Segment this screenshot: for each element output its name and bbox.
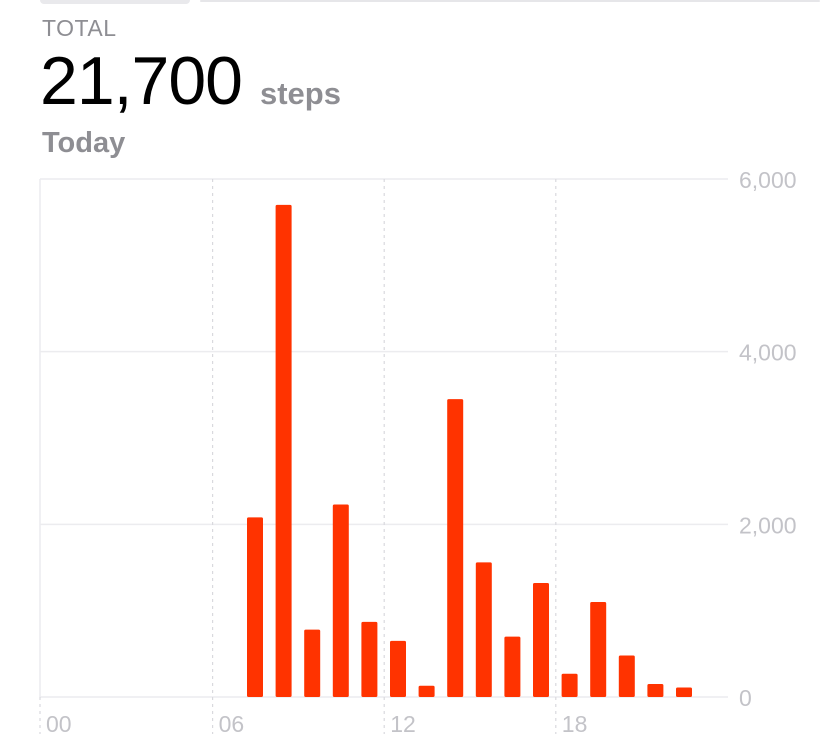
bar-hour-16	[504, 636, 521, 697]
steps-unit: steps	[259, 76, 341, 111]
x-tick-label: 06	[219, 711, 245, 734]
bar-hour-18	[561, 673, 578, 697]
bar-hour-11	[361, 621, 378, 697]
period-label: Today	[42, 127, 126, 159]
bar-hour-08	[275, 204, 292, 697]
x-tick-label: 12	[390, 711, 416, 734]
bar-hour-21	[647, 684, 664, 697]
x-tick-label: 00	[46, 711, 72, 734]
y-tick-label: 6,000	[739, 167, 797, 193]
bar-hour-10	[332, 504, 349, 697]
y-tick-label: 2,000	[739, 512, 797, 538]
total-steps-value: 21,700	[40, 43, 243, 119]
bar-hour-15	[475, 562, 492, 697]
x-tick-label: 18	[562, 711, 588, 734]
bar-hour-07	[247, 517, 263, 697]
bar-hour-20	[618, 655, 635, 697]
bar-hour-14	[447, 399, 464, 697]
bar-hour-17	[533, 583, 549, 697]
bar-hour-09	[304, 629, 321, 697]
y-tick-label: 4,000	[739, 340, 797, 366]
total-value-row: 21,700 steps	[40, 47, 341, 115]
bar-hour-19	[590, 602, 607, 697]
bar-hour-13	[418, 685, 435, 697]
bar-hour-22	[676, 687, 692, 697]
top-bar	[0, 0, 828, 6]
total-label: TOTAL	[42, 15, 117, 41]
bar-hour-12	[390, 640, 406, 697]
y-tick-label: 0	[739, 685, 752, 711]
